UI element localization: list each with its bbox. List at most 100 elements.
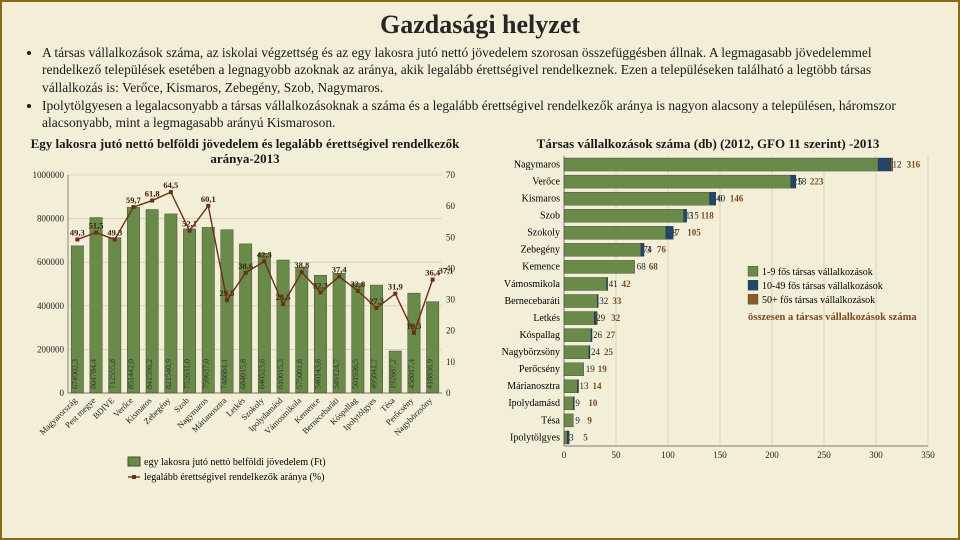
- svg-text:Letkés: Letkés: [533, 313, 560, 324]
- svg-text:400000: 400000: [37, 301, 65, 311]
- svg-text:223: 223: [810, 177, 824, 187]
- chart-income-education: Egy lakosra jutó nettó belföldi jövedele…: [20, 137, 470, 477]
- svg-text:60,1: 60,1: [201, 194, 216, 204]
- svg-text:Perőcsény: Perőcsény: [519, 364, 560, 375]
- svg-text:146: 146: [730, 194, 744, 204]
- svg-text:50: 50: [612, 450, 622, 460]
- svg-text:674902,3: 674902,3: [70, 359, 79, 389]
- svg-text:Nagymaros: Nagymaros: [514, 160, 560, 171]
- svg-text:192687,2: 192687,2: [388, 359, 397, 389]
- svg-text:49,3: 49,3: [70, 228, 85, 238]
- svg-text:540143,6: 540143,6: [313, 359, 322, 389]
- svg-text:575001,8: 575001,8: [295, 359, 304, 389]
- svg-text:29: 29: [596, 313, 606, 323]
- svg-text:33: 33: [612, 296, 622, 306]
- svg-text:418836,9: 418836,9: [426, 359, 435, 389]
- svg-text:Ipolytölgyes: Ipolytölgyes: [510, 433, 560, 444]
- chart-companies: Társas vállalkozások száma (db) (2012, G…: [478, 137, 938, 477]
- svg-text:640523,6: 640523,6: [257, 359, 266, 389]
- svg-text:25: 25: [604, 347, 614, 357]
- svg-text:68: 68: [649, 262, 659, 272]
- svg-text:5: 5: [798, 177, 803, 187]
- svg-text:1000000: 1000000: [33, 170, 65, 180]
- svg-text:9: 9: [587, 416, 592, 426]
- svg-text:10: 10: [446, 357, 456, 367]
- svg-text:495041,2: 495041,2: [370, 359, 379, 389]
- svg-text:19: 19: [586, 364, 596, 374]
- svg-text:51,5: 51,5: [89, 221, 104, 231]
- svg-text:30: 30: [446, 295, 456, 305]
- svg-text:32,3: 32,3: [313, 281, 328, 291]
- svg-text:316: 316: [907, 160, 921, 170]
- svg-text:60: 60: [446, 201, 456, 211]
- svg-text:200: 200: [765, 450, 779, 460]
- svg-text:32: 32: [599, 296, 608, 306]
- svg-text:10: 10: [588, 398, 598, 408]
- chart2-title: Társas vállalkozások száma (db) (2012, G…: [478, 137, 938, 152]
- svg-text:24: 24: [591, 347, 601, 357]
- svg-text:26: 26: [593, 330, 603, 340]
- svg-text:748884,1: 748884,1: [220, 359, 229, 389]
- svg-text:759637,0: 759637,0: [201, 359, 210, 389]
- svg-text:0: 0: [60, 388, 65, 398]
- svg-text:összesen a társas vállalkozáso: összesen a társas vállalkozások száma: [748, 312, 917, 323]
- svg-text:Ipolydamásd: Ipolydamásd: [508, 398, 560, 409]
- svg-text:250: 250: [817, 450, 831, 460]
- svg-text:42: 42: [622, 279, 632, 289]
- chart1-title: Egy lakosra jutó nettó belföldi jövedele…: [20, 137, 470, 167]
- svg-text:1-9 fős társas vállalkozások: 1-9 fős társas vállalkozások: [762, 267, 873, 278]
- svg-text:Kemence: Kemence: [522, 262, 560, 273]
- svg-text:64,5: 64,5: [163, 180, 178, 190]
- svg-text:549124,7: 549124,7: [332, 359, 341, 389]
- svg-text:200000: 200000: [37, 345, 65, 355]
- svg-text:Verőce: Verőce: [532, 177, 560, 188]
- svg-text:egy lakosra jutó nettó belföld: egy lakosra jutó nettó belföldi jövedele…: [144, 457, 326, 468]
- svg-text:76: 76: [657, 245, 667, 255]
- svg-text:821540,9: 821540,9: [164, 359, 173, 389]
- svg-text:38,8: 38,8: [294, 260, 309, 270]
- svg-text:27: 27: [606, 330, 616, 340]
- svg-text:70: 70: [446, 170, 456, 180]
- svg-text:9: 9: [575, 398, 580, 408]
- svg-text:Bernecebaráti: Bernecebaráti: [504, 296, 560, 307]
- svg-text:BDIVE: BDIVE: [91, 396, 116, 421]
- svg-text:Márianosztra: Márianosztra: [507, 381, 560, 392]
- svg-text:501936,5: 501936,5: [351, 359, 360, 389]
- svg-text:61,8: 61,8: [145, 189, 160, 199]
- svg-text:610015,3: 610015,3: [276, 359, 285, 389]
- svg-text:3: 3: [646, 245, 651, 255]
- svg-text:12: 12: [893, 160, 902, 170]
- svg-text:118: 118: [701, 211, 715, 221]
- svg-text:13: 13: [580, 381, 590, 391]
- svg-text:458017,4: 458017,4: [407, 359, 416, 389]
- svg-text:41: 41: [609, 279, 618, 289]
- svg-text:Szob: Szob: [540, 211, 560, 222]
- svg-text:37,4: 37,4: [332, 265, 348, 275]
- svg-text:legalább érettségivel rendelke: legalább érettségivel rendelkezők aránya…: [144, 472, 324, 483]
- svg-text:851442,0: 851442,0: [126, 359, 135, 389]
- svg-text:50+ fős társas vállalkozások: 50+ fős társas vállalkozások: [762, 295, 875, 306]
- svg-text:3: 3: [569, 433, 574, 443]
- svg-text:20: 20: [446, 326, 456, 336]
- svg-text:684015,8: 684015,8: [239, 359, 248, 389]
- bullet-item: Ipolytölgyesen a legalacsonyabb a társas…: [42, 97, 934, 132]
- svg-text:0: 0: [446, 388, 451, 398]
- svg-text:68: 68: [637, 262, 647, 272]
- svg-text:Kismaros: Kismaros: [522, 194, 560, 205]
- svg-text:59,7: 59,7: [126, 195, 142, 205]
- svg-text:0: 0: [562, 450, 567, 460]
- svg-text:105: 105: [687, 228, 701, 238]
- svg-text:Szokoly: Szokoly: [527, 228, 560, 239]
- svg-text:19: 19: [598, 364, 608, 374]
- bullet-item: A társas vállalkozások száma, az iskolai…: [42, 44, 934, 96]
- svg-text:10-49 fős társas vállalkozások: 10-49 fős társas vállalkozások: [762, 281, 883, 292]
- svg-text:804784,4: 804784,4: [89, 359, 98, 389]
- bullet-list: A társas vállalkozások száma, az iskolai…: [26, 44, 934, 131]
- svg-text:31,9: 31,9: [388, 282, 403, 292]
- svg-text:600000: 600000: [37, 257, 65, 267]
- svg-text:712555,8: 712555,8: [108, 359, 117, 389]
- svg-text:37,1: 37,1: [439, 266, 454, 276]
- svg-text:Tésa: Tésa: [541, 416, 560, 427]
- svg-text:800000: 800000: [37, 214, 65, 224]
- svg-text:32: 32: [611, 313, 621, 323]
